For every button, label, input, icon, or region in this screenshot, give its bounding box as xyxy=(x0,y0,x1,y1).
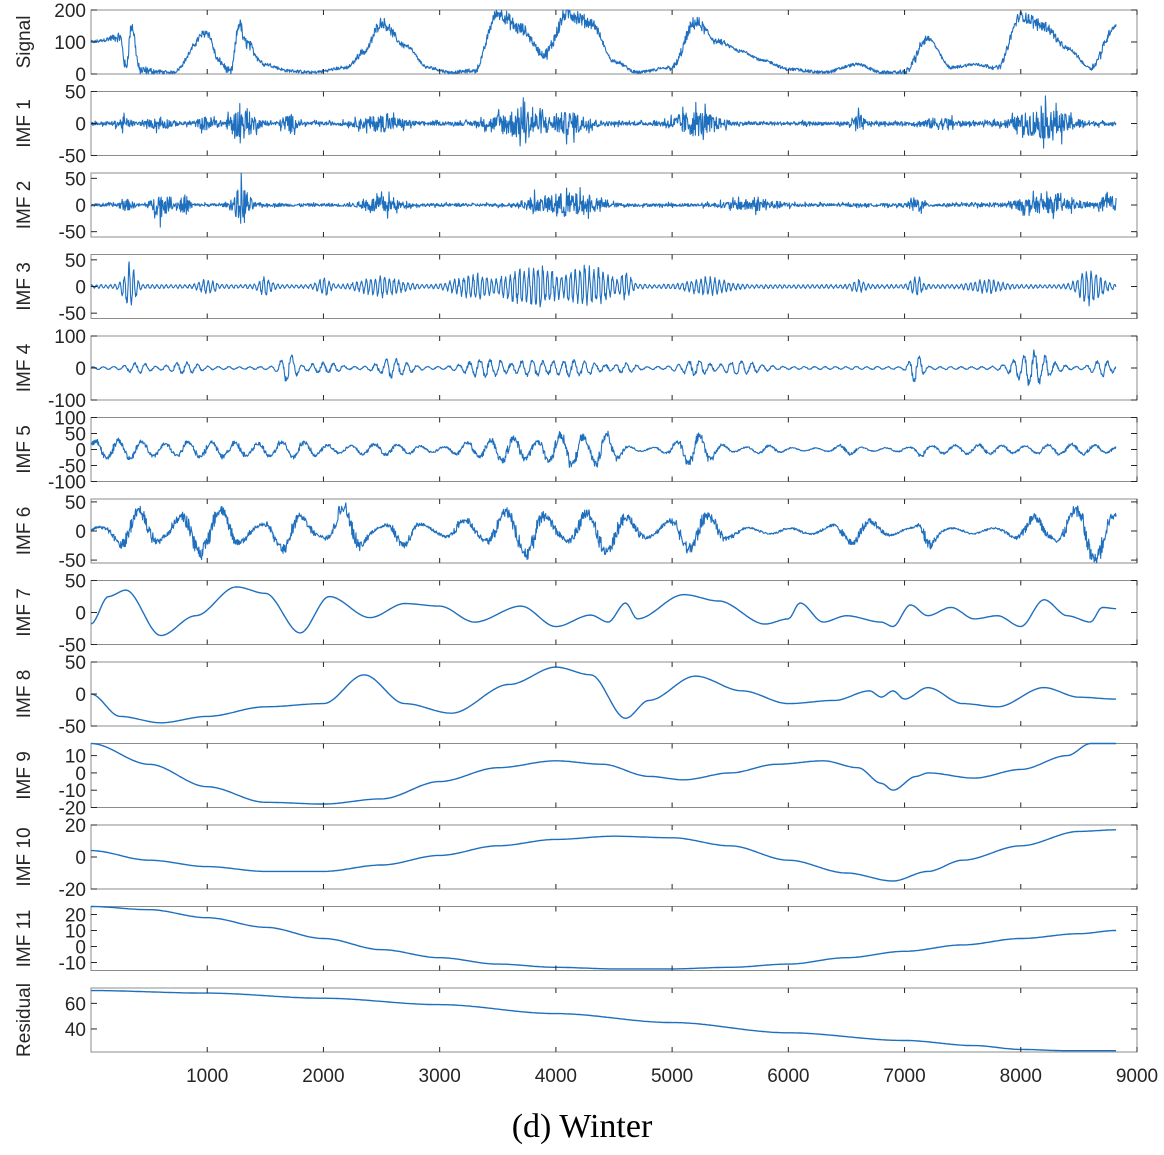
imf-6-ytick-label: 50 xyxy=(65,493,86,514)
imf-10-ytick-label: 20 xyxy=(65,816,86,837)
imf-8-ytick-label: 0 xyxy=(75,685,86,706)
signal-ylabel: Signal xyxy=(14,16,35,69)
imf-3-ytick-label: -50 xyxy=(59,304,86,325)
imf-5-ytick-label: 100 xyxy=(54,409,86,430)
x-tick-label: 6000 xyxy=(767,1066,809,1087)
signal-ytick-label: 100 xyxy=(54,33,86,54)
residual-ylabel: Residual xyxy=(14,983,35,1057)
imf-4-ytick-label: -100 xyxy=(48,391,86,412)
imf-7-ylabel: IMF 7 xyxy=(14,588,35,637)
imf-7-ytick-label: -50 xyxy=(59,636,86,657)
imf-9-ytick-label: 0 xyxy=(75,764,86,785)
imf-1-ytick-label: 0 xyxy=(75,115,86,136)
imf-6-axes-frame xyxy=(90,498,1138,564)
imf-2-ytick-label: -50 xyxy=(59,223,86,244)
imf-1-ylabel: IMF 1 xyxy=(14,99,35,148)
imf-8-axes-frame xyxy=(90,661,1138,727)
imf-11-ytick-label: 10 xyxy=(65,922,86,943)
imf-8-ytick-label: 50 xyxy=(65,653,86,674)
imf-10-ylabel: IMF 10 xyxy=(14,827,35,886)
imf-6-ytick-label: -50 xyxy=(59,551,86,572)
imf-4-series-line xyxy=(90,349,1117,387)
imf-5-ytick-label: -100 xyxy=(48,473,86,494)
imf-6-series-line xyxy=(90,502,1117,564)
residual-series-line xyxy=(91,989,1117,1052)
imf-5-ytick-label: -50 xyxy=(59,457,86,478)
imf-2-ytick-label: 50 xyxy=(65,169,86,190)
imf-5-ytick-label: 50 xyxy=(65,425,86,446)
imf-3-ytick-label: 50 xyxy=(65,251,86,272)
imf-9-axes-frame xyxy=(90,743,1138,808)
imf-7-ytick-label: 0 xyxy=(75,604,86,625)
imf-4-ytick-label: 100 xyxy=(54,327,86,348)
imf-10-ytick-label: 0 xyxy=(75,848,86,869)
imf-8-ytick-label: -50 xyxy=(59,717,86,738)
x-tick-label: 9000 xyxy=(1116,1066,1158,1087)
imf-3-series-line xyxy=(90,261,1117,308)
residual-axes-frame xyxy=(90,987,1138,1053)
imf-9-ytick-label: 10 xyxy=(65,747,86,768)
imf-1-ytick-label: -50 xyxy=(59,147,86,168)
imf-8-series-line xyxy=(90,666,1117,724)
imf-7-ytick-label: 50 xyxy=(65,572,86,593)
imf-7-series-line xyxy=(90,586,1117,637)
x-tick-label: 1000 xyxy=(186,1066,228,1087)
imf-11-series-line xyxy=(91,905,1117,970)
imf-11-ylabel: IMF 11 xyxy=(14,910,35,968)
imf-10-ytick-label: -20 xyxy=(59,880,86,901)
imf-9-ytick-label: -10 xyxy=(59,781,86,802)
signal-ytick-label: 0 xyxy=(75,65,86,86)
residual-ytick-label: 60 xyxy=(65,994,86,1015)
x-tick-label: 4000 xyxy=(535,1066,577,1087)
x-tick-label: 8000 xyxy=(1000,1066,1042,1087)
imf-4-ytick-label: 0 xyxy=(75,359,86,380)
residual-ytick-label: 40 xyxy=(65,1020,86,1041)
imf-6-ylabel: IMF 6 xyxy=(14,507,35,556)
imf-1-ytick-label: 50 xyxy=(65,83,86,104)
imf-11-ytick-label: 0 xyxy=(75,938,86,959)
x-tick-label: 7000 xyxy=(883,1066,925,1087)
imf-6-ytick-label: 0 xyxy=(75,522,86,543)
imf-7-axes-frame xyxy=(90,580,1138,645)
imf-3-ylabel: IMF 3 xyxy=(14,262,35,311)
x-tick-label: 3000 xyxy=(419,1066,461,1087)
imf-10-series-line xyxy=(91,829,1117,882)
imf-5-ylabel: IMF 5 xyxy=(14,425,35,474)
imf-2-series-line xyxy=(90,172,1117,228)
imf-11-ytick-label: -10 xyxy=(59,954,86,975)
imf-9-series-line xyxy=(90,742,1117,805)
signal-series-line xyxy=(90,9,1117,75)
imf-8-ylabel: IMF 8 xyxy=(14,670,35,719)
figure-caption: (d) Winter xyxy=(511,1108,653,1145)
imf-1-series-line xyxy=(90,95,1117,149)
imf-9-ylabel: IMF 9 xyxy=(14,751,35,800)
imf-11-axes-frame xyxy=(90,906,1138,971)
imf-9-ytick-label: -20 xyxy=(59,799,86,820)
x-tick-label: 5000 xyxy=(651,1066,693,1087)
imf-4-ylabel: IMF 4 xyxy=(14,343,35,392)
imf-5-ytick-label: 0 xyxy=(75,441,86,462)
imf-2-ytick-label: 0 xyxy=(75,196,86,217)
x-tick-label: 2000 xyxy=(302,1066,344,1087)
imf-2-ylabel: IMF 2 xyxy=(14,181,35,230)
imf-11-ytick-label: 20 xyxy=(65,906,86,927)
imf-3-ytick-label: 0 xyxy=(75,278,86,299)
signal-ytick-label: 200 xyxy=(54,1,86,22)
imf-5-series-line xyxy=(90,430,1117,468)
imf-5-axes-frame xyxy=(90,417,1138,482)
